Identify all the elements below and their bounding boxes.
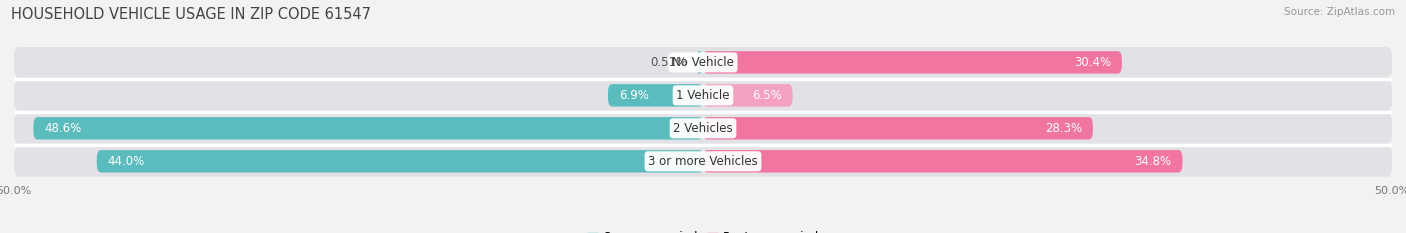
- FancyBboxPatch shape: [34, 117, 703, 140]
- FancyBboxPatch shape: [14, 80, 1392, 110]
- FancyBboxPatch shape: [703, 51, 1122, 74]
- FancyBboxPatch shape: [14, 146, 1392, 176]
- Text: 1 Vehicle: 1 Vehicle: [676, 89, 730, 102]
- Text: 6.9%: 6.9%: [619, 89, 648, 102]
- FancyBboxPatch shape: [14, 146, 1392, 176]
- Text: 44.0%: 44.0%: [108, 155, 145, 168]
- Text: 30.4%: 30.4%: [1074, 56, 1111, 69]
- FancyBboxPatch shape: [14, 47, 1392, 78]
- Text: No Vehicle: No Vehicle: [672, 56, 734, 69]
- Text: Source: ZipAtlas.com: Source: ZipAtlas.com: [1284, 7, 1395, 17]
- FancyBboxPatch shape: [703, 84, 793, 106]
- FancyBboxPatch shape: [14, 80, 1392, 110]
- Text: HOUSEHOLD VEHICLE USAGE IN ZIP CODE 61547: HOUSEHOLD VEHICLE USAGE IN ZIP CODE 6154…: [11, 7, 371, 22]
- Text: 48.6%: 48.6%: [45, 122, 82, 135]
- FancyBboxPatch shape: [703, 117, 1092, 140]
- FancyBboxPatch shape: [607, 84, 703, 106]
- Text: 3 or more Vehicles: 3 or more Vehicles: [648, 155, 758, 168]
- Text: 34.8%: 34.8%: [1135, 155, 1171, 168]
- FancyBboxPatch shape: [97, 150, 703, 172]
- FancyBboxPatch shape: [14, 113, 1392, 144]
- FancyBboxPatch shape: [14, 47, 1392, 78]
- Legend: Owner-occupied, Renter-occupied: Owner-occupied, Renter-occupied: [582, 226, 824, 233]
- Text: 6.5%: 6.5%: [752, 89, 782, 102]
- Text: 2 Vehicles: 2 Vehicles: [673, 122, 733, 135]
- FancyBboxPatch shape: [14, 113, 1392, 144]
- Text: 28.3%: 28.3%: [1045, 122, 1083, 135]
- Text: 0.51%: 0.51%: [651, 56, 688, 69]
- FancyBboxPatch shape: [703, 150, 1182, 172]
- FancyBboxPatch shape: [696, 51, 703, 74]
